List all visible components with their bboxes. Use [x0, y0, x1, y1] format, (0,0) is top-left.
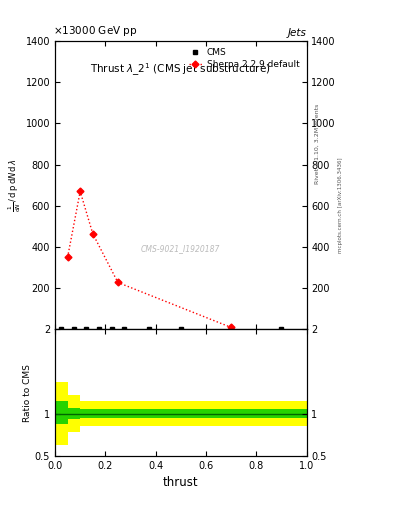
Y-axis label: Ratio to CMS: Ratio to CMS — [23, 364, 32, 421]
CMS — [122, 326, 127, 332]
CMS — [229, 326, 233, 332]
CMS — [178, 326, 183, 332]
Y-axis label: $\frac{1}{\mathrm{d}N}\,/\,\mathrm{d}\,\mathrm{p}\,\mathrm{d}N\,\mathrm{d}\,\lam: $\frac{1}{\mathrm{d}N}\,/\,\mathrm{d}\,\… — [6, 158, 23, 212]
CMS — [109, 326, 114, 332]
Sherpa 2.2.9 default — [116, 280, 120, 286]
Text: Jets: Jets — [288, 28, 307, 38]
CMS — [59, 326, 64, 332]
X-axis label: thrust: thrust — [163, 476, 198, 489]
CMS — [84, 326, 89, 332]
Text: mcplots.cern.ch [arXiv:1306.3436]: mcplots.cern.ch [arXiv:1306.3436] — [338, 157, 343, 252]
Sherpa 2.2.9 default — [65, 254, 70, 261]
Line: CMS: CMS — [59, 327, 284, 331]
Sherpa 2.2.9 default — [229, 324, 233, 330]
Text: Rivet 3.1.10, 3.2M events: Rivet 3.1.10, 3.2M events — [314, 103, 320, 183]
Legend: CMS, Sherpa 2.2.9 default: CMS, Sherpa 2.2.9 default — [186, 46, 302, 72]
CMS — [72, 326, 76, 332]
Line: Sherpa 2.2.9 default: Sherpa 2.2.9 default — [65, 189, 233, 330]
CMS — [279, 326, 284, 332]
Text: CMS-9021_I1920187: CMS-9021_I1920187 — [141, 244, 220, 253]
Sherpa 2.2.9 default — [90, 230, 95, 237]
Sherpa 2.2.9 default — [78, 188, 83, 195]
Text: $\times$13000 GeV pp: $\times$13000 GeV pp — [53, 24, 137, 38]
CMS — [147, 326, 152, 332]
Text: Thrust $\lambda\_2^1$ (CMS jet substructure): Thrust $\lambda\_2^1$ (CMS jet substruct… — [90, 61, 271, 78]
CMS — [97, 326, 101, 332]
